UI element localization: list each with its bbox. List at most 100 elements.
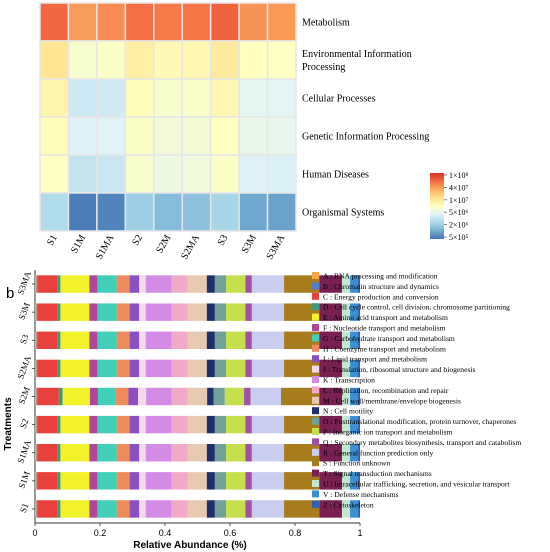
bar-segment — [171, 303, 188, 321]
bar-segment — [251, 415, 285, 434]
legend-entry: J : Translation, ribosomal structure and… — [323, 365, 476, 374]
bar-segment — [187, 500, 207, 518]
bar-segment — [129, 359, 140, 378]
bar-segment — [245, 472, 252, 490]
bar-segment — [129, 275, 140, 293]
bar-segment — [36, 275, 38, 293]
legend-entry: A : RNA processing and modification — [323, 272, 438, 281]
treatment-label: S2M — [16, 386, 31, 406]
x-tick-label: 0.4 — [159, 528, 172, 538]
bar-segment — [139, 472, 146, 490]
bar-segment — [245, 275, 252, 293]
bar-segment — [214, 472, 227, 490]
bar-segment — [214, 500, 227, 518]
bar-segment — [187, 275, 207, 293]
bar-segment — [37, 275, 58, 293]
heatmap-cell — [266, 40, 297, 80]
bar-segment — [57, 472, 61, 490]
bar-segment — [284, 359, 320, 378]
bar-segment — [58, 387, 63, 406]
bar-segment — [35, 472, 37, 490]
bar-segment — [171, 331, 188, 349]
bar-segment — [57, 331, 61, 349]
panel-b-label: b — [6, 285, 14, 302]
bar-segment — [350, 275, 359, 293]
bar-segment — [60, 303, 90, 321]
bar-segment — [89, 303, 98, 321]
stacked-bars — [35, 275, 360, 518]
heatmap-row-label: Organismal Systems — [302, 208, 384, 219]
bar-segment — [115, 387, 129, 406]
bar-segment — [187, 303, 207, 321]
bar-segment — [244, 387, 251, 406]
heatmap-cell — [209, 116, 240, 156]
x-tick-label: 0 — [32, 528, 37, 538]
heatmap-cell — [67, 116, 98, 156]
heatmap-row-label: Environmental Information Processing — [302, 49, 412, 73]
bar-segment — [138, 387, 147, 406]
bar-segment — [341, 444, 351, 462]
heatmap-column-label: S1 — [45, 233, 60, 248]
heatmap-column-label: S3M — [240, 233, 259, 255]
bar-segment — [57, 303, 61, 321]
heatmap-column-label: S1MA — [94, 232, 117, 261]
bar-segment — [116, 415, 130, 434]
bar-segment — [139, 359, 146, 378]
heatmap-cell — [238, 116, 269, 156]
bar-segment — [89, 331, 98, 349]
bar-segment — [350, 500, 359, 518]
bar-segment — [37, 359, 58, 378]
bar-segment — [35, 331, 37, 349]
bar-segment — [358, 444, 360, 462]
heatmap-column-label: S2M — [154, 233, 173, 255]
bar-segment — [319, 444, 342, 462]
bar-segment — [350, 331, 359, 349]
heatmap-cell — [124, 116, 155, 156]
bar-segment — [206, 444, 215, 462]
bar-segment — [207, 387, 214, 406]
bar-segment — [206, 500, 215, 518]
bar-segment — [245, 500, 252, 518]
bar-segment — [57, 275, 61, 293]
treatment-label: S3 — [18, 333, 31, 346]
bar-segment — [128, 387, 139, 406]
legend-swatch — [312, 272, 319, 279]
bar-segment — [226, 415, 246, 434]
heatmap-cell — [67, 40, 98, 80]
bar-segment — [89, 500, 98, 518]
bar-segment — [284, 444, 320, 462]
bar-segment — [319, 387, 343, 406]
colorbar-tick-label: 1×10⁷ — [449, 196, 469, 205]
bar-segment — [319, 500, 342, 518]
bar-segment — [89, 387, 98, 406]
x-tick-label: 0.6 — [224, 528, 237, 538]
bar-segment — [37, 500, 58, 518]
bar-segment — [226, 275, 246, 293]
bar-segment — [171, 472, 188, 490]
legend-swatch — [312, 407, 319, 415]
heatmap-cell — [209, 2, 240, 42]
bar-segment — [145, 500, 172, 518]
bar-segment — [206, 472, 215, 490]
legend-entry: G : Carbohydrate transport and metabolis… — [323, 334, 455, 343]
heatmap-cell — [153, 40, 183, 80]
bar-segment — [35, 275, 37, 293]
heatmap-cell — [96, 40, 127, 80]
bar-segment — [245, 303, 252, 321]
bar-segment — [97, 331, 117, 349]
bar-segment — [280, 387, 320, 406]
bar-segment — [89, 275, 98, 293]
colorbar-ticks: 1×10⁸ 4×10⁷ 1×10⁷ 5×10⁶ 2×10⁶ 5×10⁵ — [444, 171, 469, 242]
bar-segment — [341, 415, 351, 434]
bar-segment — [139, 275, 146, 293]
bar-segment — [116, 359, 130, 378]
bar-segment — [36, 500, 38, 518]
treatment-label: S3M — [16, 301, 31, 321]
bar-segment — [35, 359, 37, 378]
bar-segment — [60, 275, 90, 293]
legend-swatch — [312, 459, 319, 467]
bar-segment — [171, 275, 188, 293]
heatmap-column-label: S3 — [216, 233, 231, 248]
heatmap-cell — [266, 78, 297, 118]
